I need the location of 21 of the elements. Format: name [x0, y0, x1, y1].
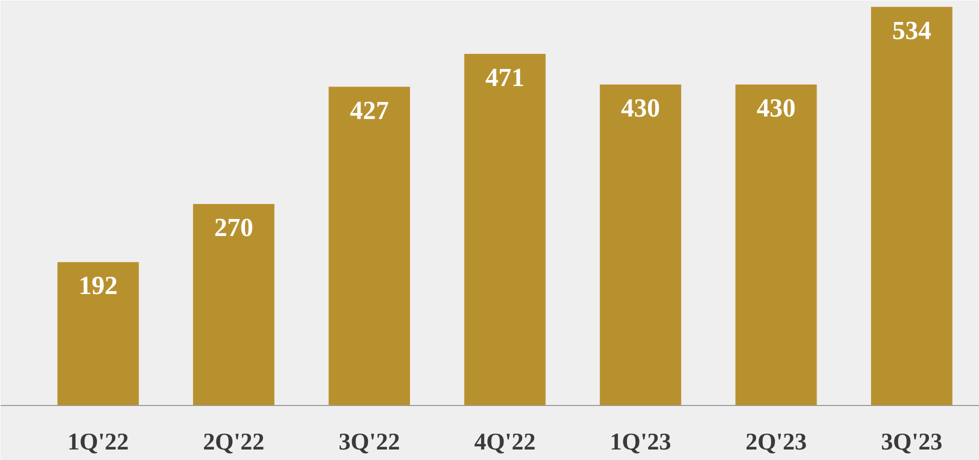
x-tick-label: 3Q'22: [338, 430, 400, 456]
data-label: 270: [214, 212, 254, 242]
x-tick-label: 1Q'23: [610, 430, 672, 456]
x-tick-label: 4Q'22: [474, 430, 536, 456]
data-label: 430: [621, 94, 660, 123]
bar: [735, 84, 817, 406]
data-label: 430: [756, 94, 796, 123]
x-tick-label: 3Q'23: [881, 430, 942, 456]
bar: [871, 6, 952, 406]
x-tick-label: 2Q'23: [745, 430, 807, 456]
x-tick-label: 2Q'22: [203, 430, 264, 456]
data-label: 471: [485, 62, 524, 92]
bar: [193, 204, 274, 406]
bar: [57, 262, 139, 406]
bar: [600, 84, 682, 406]
bar: [464, 54, 546, 406]
data-label: 192: [78, 271, 118, 300]
bar: [328, 86, 410, 406]
data-label: 534: [892, 16, 932, 45]
x-tick-label: 1Q'22: [67, 430, 129, 456]
data-label: 427: [350, 96, 389, 125]
